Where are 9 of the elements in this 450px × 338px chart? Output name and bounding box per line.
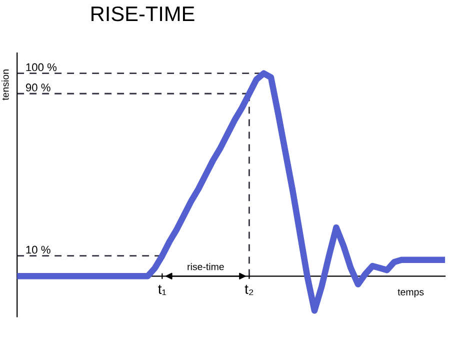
chart-title: RISE-TIME (92, 6, 194, 22)
x-axis-title: temps (398, 289, 424, 298)
y-tick-label: 10 % (26, 246, 50, 254)
y-axis-title: tension (2, 70, 9, 100)
x-tick-label: t₂ (244, 284, 254, 296)
y-tick-label: 90 % (26, 84, 50, 92)
annotation: rise-time (188, 263, 224, 270)
y-tick-label: 100 % (26, 63, 57, 72)
x-tick-label: t₁ (158, 284, 166, 296)
